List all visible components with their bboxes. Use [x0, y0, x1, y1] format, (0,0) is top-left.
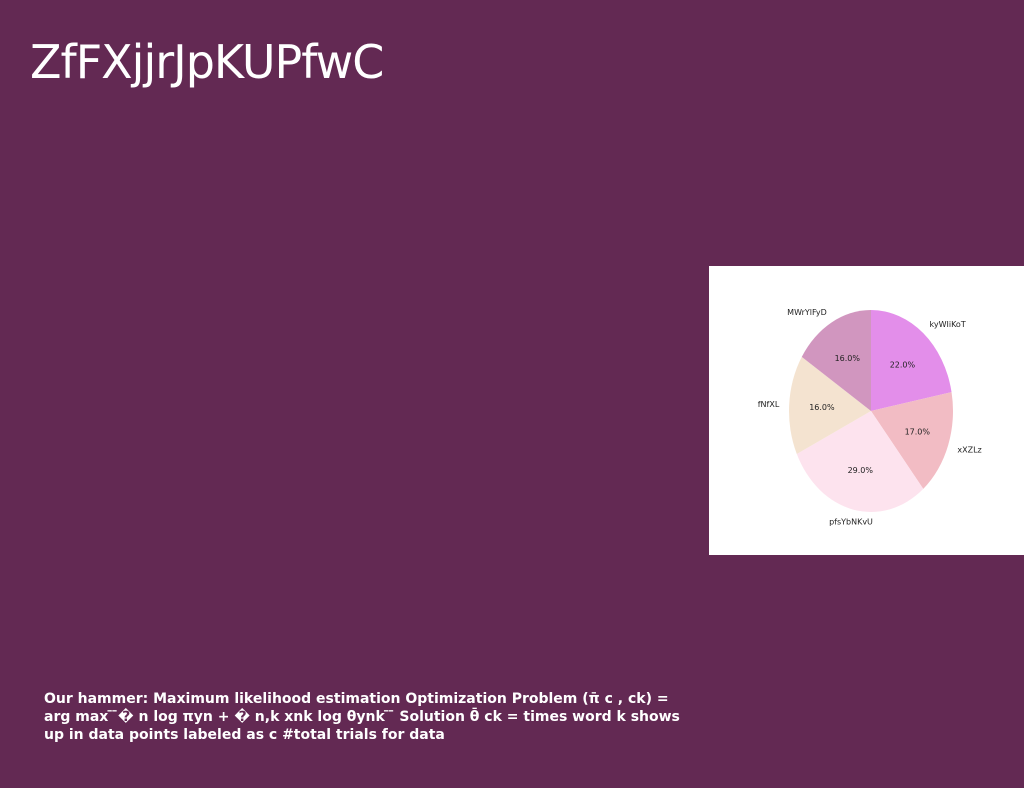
pie-slice-MWrYlFyD — [801, 310, 871, 411]
pie-category-label: pfsYbNKvU — [829, 517, 873, 526]
pie-percent-label: 22.0% — [890, 360, 916, 369]
pie-percent-label: 16.0% — [809, 403, 835, 412]
pie-slice-xXZLz — [871, 392, 954, 489]
pie-percent-label: 17.0% — [905, 428, 931, 437]
pie-chart-panel: 22.0% 17.0% 29.0% 16.0% 16.0% kyWIiKoT xXZLz p… — [709, 266, 1024, 555]
pie-category-label: fNfXL — [758, 400, 780, 409]
pie-percent-label: 29.0% — [848, 466, 874, 475]
pie-category-labels: kyWIiKoT xXZLz pfsYbNKvU fNfXL MWrYlFyD — [758, 308, 982, 527]
pie-slice-pfsYbNKvU — [796, 411, 924, 513]
pie-percent-label: 16.0% — [835, 354, 861, 363]
pie-percent-labels: 22.0% 17.0% 29.0% 16.0% 16.0% — [809, 354, 930, 475]
pie-category-label: kyWIiKoT — [930, 320, 966, 329]
pie-slices — [789, 310, 954, 513]
pie-category-label: MWrYlFyD — [787, 308, 827, 317]
slide-title: ZfFXjjrJpKUPfwC — [30, 35, 384, 89]
pie-category-label: xXZLz — [957, 445, 981, 454]
pie-slice-kyWIiKoT — [871, 310, 952, 411]
slide-caption: Our hammer: Maximum likelihood estimatio… — [44, 691, 680, 743]
pie-chart: 22.0% 17.0% 29.0% 16.0% 16.0% kyWIiKoT xXZLz p… — [758, 308, 982, 527]
pie-slice-fNfXL — [789, 356, 871, 454]
